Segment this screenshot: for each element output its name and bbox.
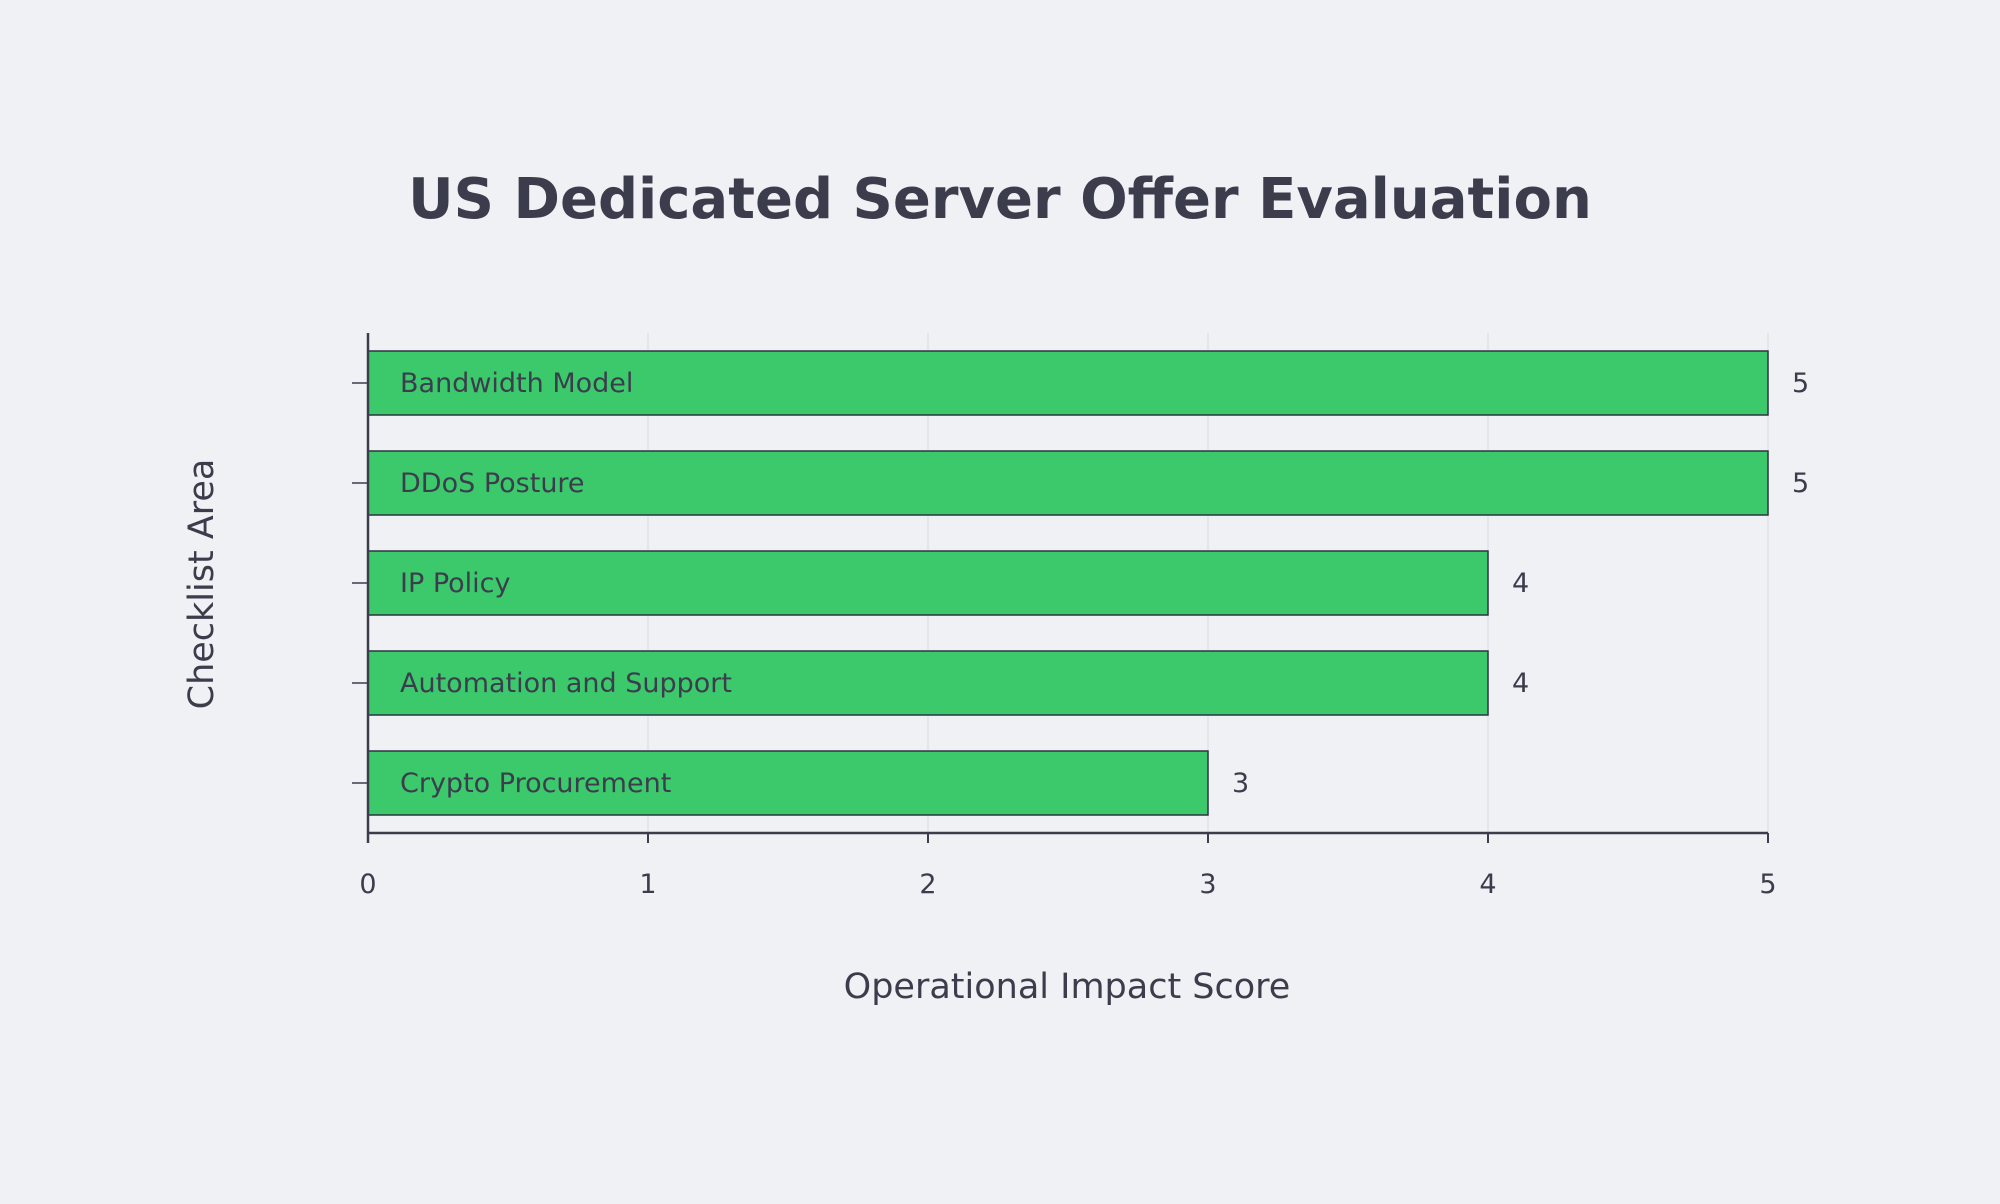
x-tick-label: 3 bbox=[1199, 869, 1216, 900]
x-axis-label: Operational Impact Score bbox=[844, 967, 1291, 1007]
data-label: 5 bbox=[1792, 468, 1809, 499]
bar bbox=[367, 350, 1769, 416]
category-label: Crypto Procurement bbox=[400, 768, 671, 799]
bars bbox=[367, 350, 1769, 816]
category-label: Automation and Support bbox=[400, 668, 732, 699]
x-tick-label: 5 bbox=[1759, 869, 1776, 900]
data-label: 3 bbox=[1232, 768, 1249, 799]
x-tick-label: 0 bbox=[359, 869, 376, 900]
chart-title: US Dedicated Server Offer Evaluation bbox=[408, 167, 1592, 232]
x-tick-label: 2 bbox=[919, 869, 936, 900]
category-label: IP Policy bbox=[400, 568, 511, 599]
data-label: 5 bbox=[1792, 368, 1809, 399]
labels: Bandwidth Model 5 DDoS Posture 5 IP Policy 4 A… bbox=[359, 368, 1809, 900]
data-label: 4 bbox=[1512, 568, 1529, 599]
data-label: 4 bbox=[1512, 668, 1529, 699]
category-label: DDoS Posture bbox=[400, 468, 585, 499]
bar bbox=[367, 550, 1489, 616]
category-label: Bandwidth Model bbox=[400, 368, 633, 399]
bar bbox=[367, 750, 1209, 816]
x-tick-label: 4 bbox=[1479, 869, 1496, 900]
x-tick-label: 1 bbox=[639, 869, 656, 900]
bar bbox=[367, 650, 1489, 716]
y-axis-label: Checklist Area bbox=[182, 459, 222, 710]
axes bbox=[352, 333, 1769, 843]
